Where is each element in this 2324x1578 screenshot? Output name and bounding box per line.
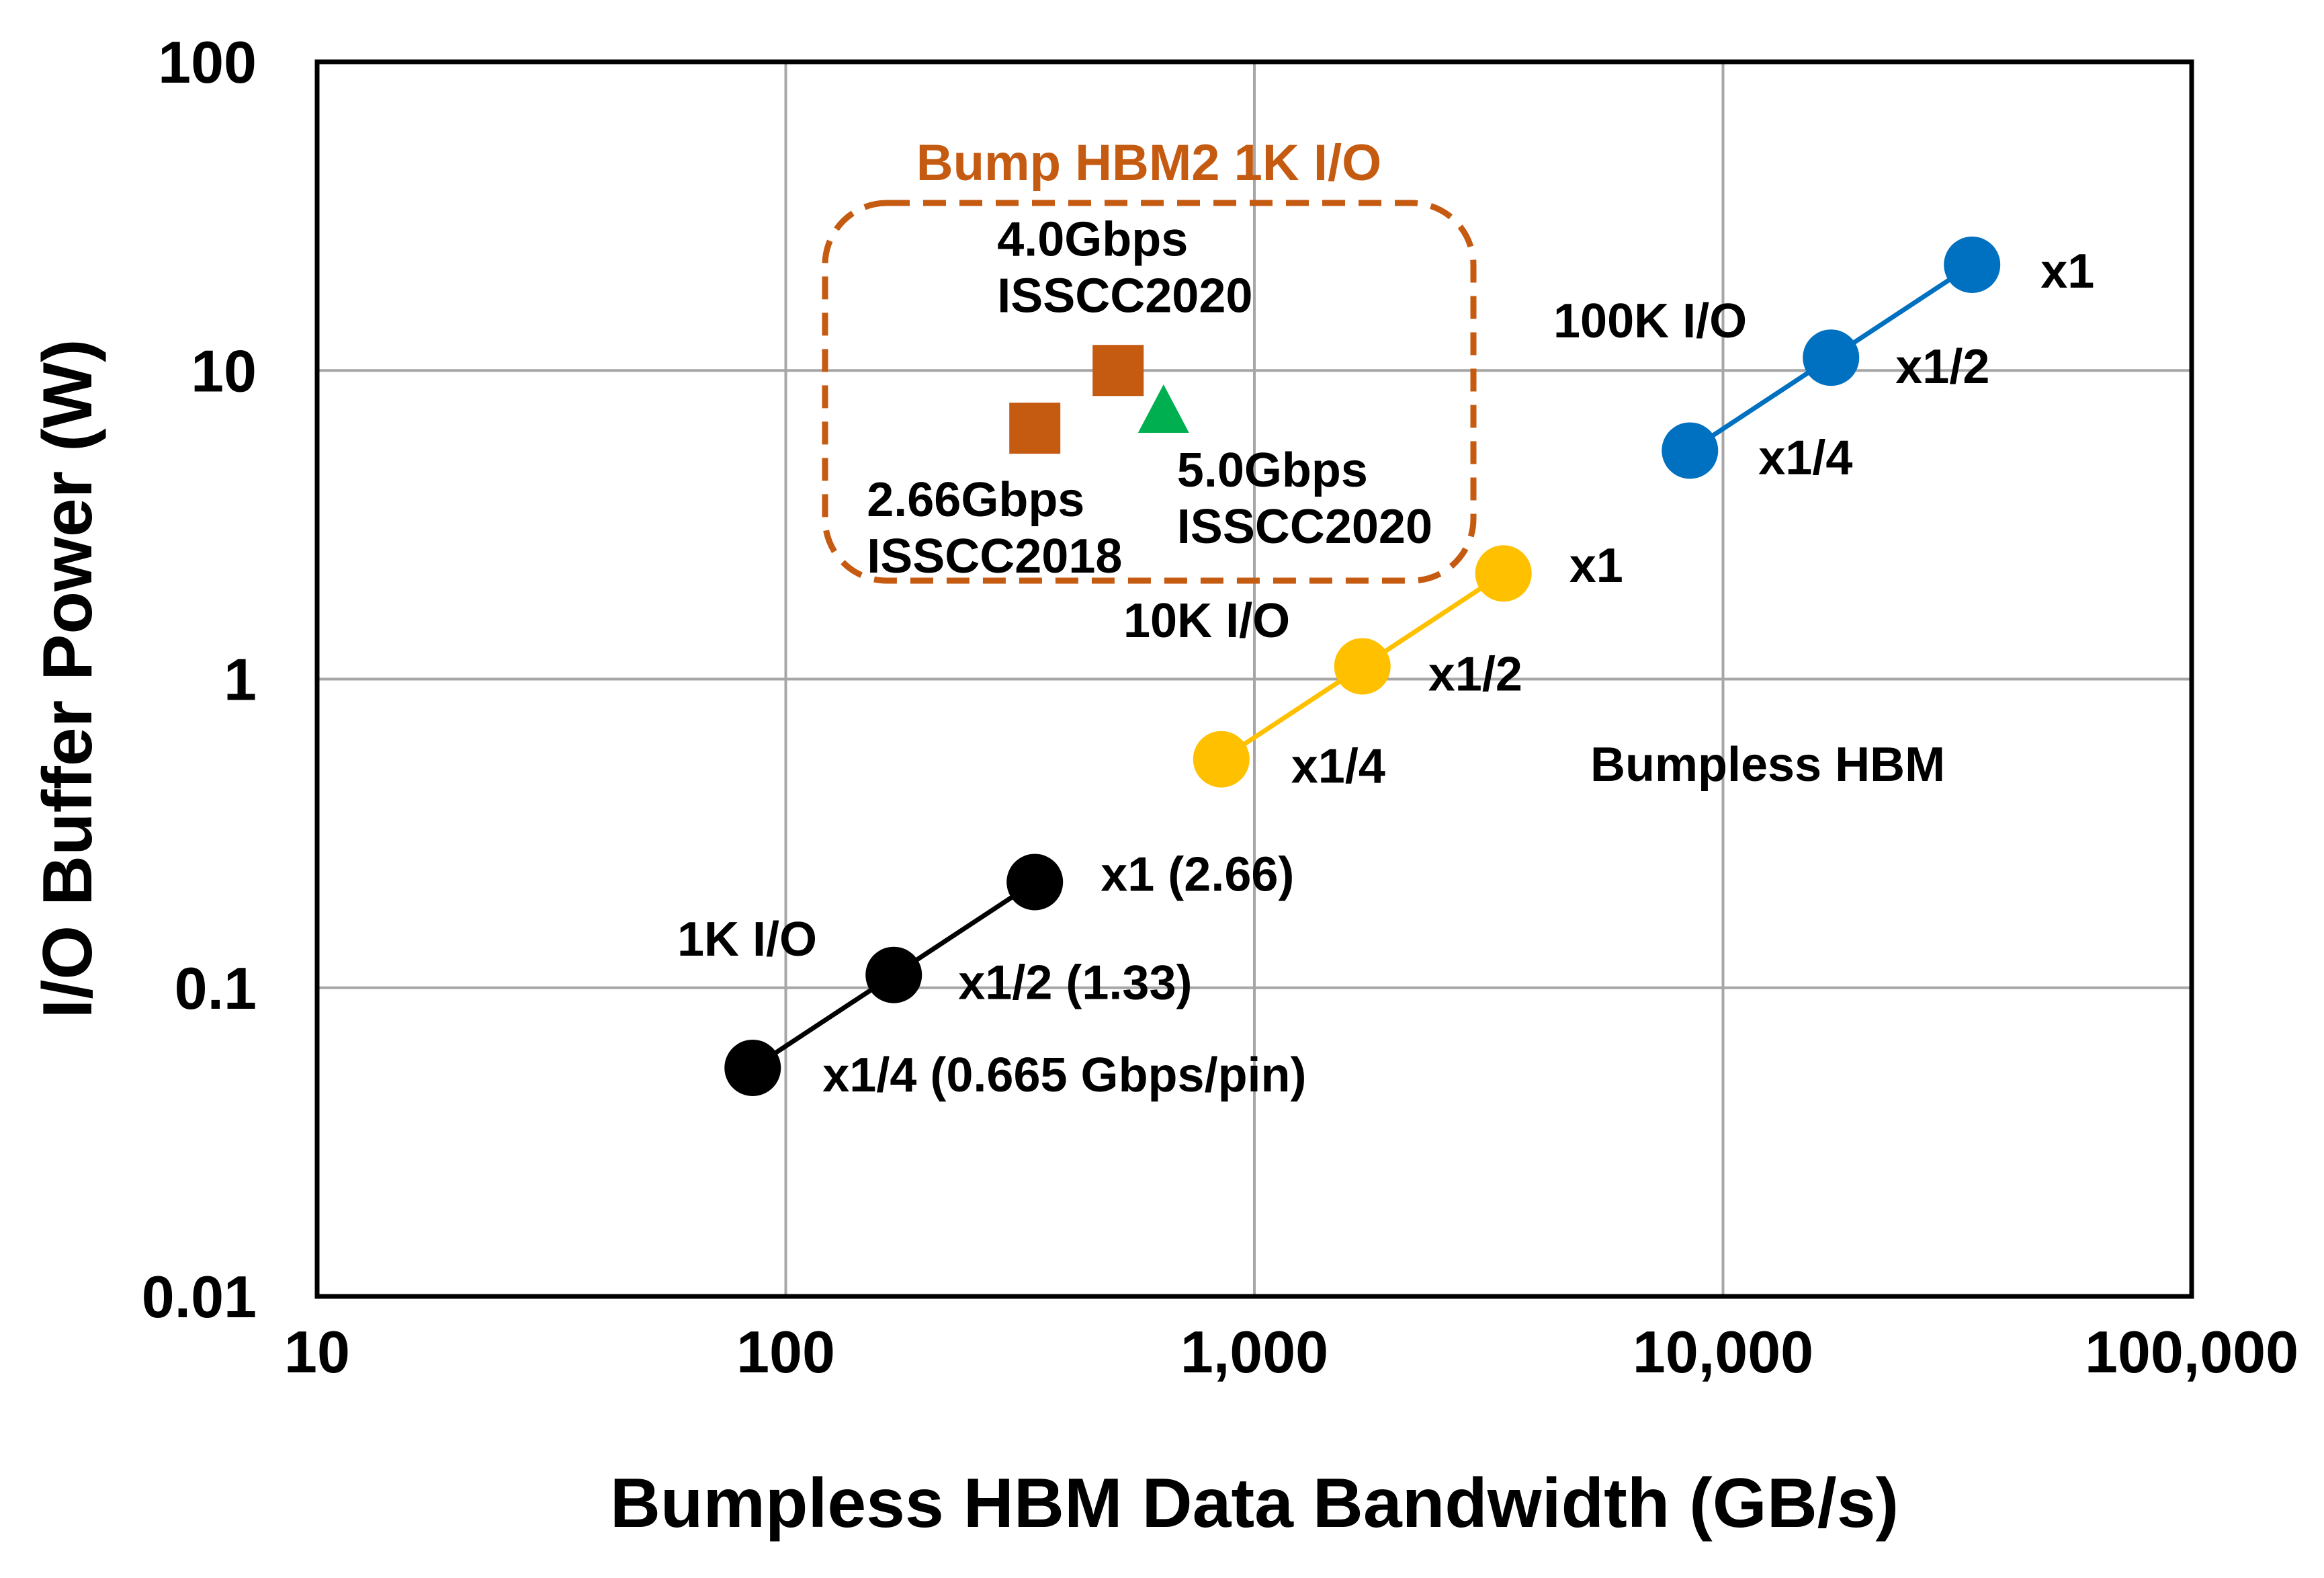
x-tick-label: 100	[736, 1319, 835, 1385]
x-axis-title: Bumpless HBM Data Bandwidth (GB/s)	[610, 1464, 1899, 1542]
series-label-10k: 10K I/O	[1123, 594, 1290, 648]
y-tick-label: 1	[224, 647, 257, 713]
data-point-label: x1	[1569, 539, 1623, 593]
data-point-label: x1/2	[1895, 340, 1989, 394]
plot-area-frame	[314, 59, 2194, 1299]
data-point	[1092, 345, 1144, 397]
series-marks	[724, 236, 2001, 1096]
data-point-label: x1/4	[1758, 431, 1852, 485]
bump-hbm2-box	[822, 200, 1477, 584]
gridlines	[317, 62, 2192, 1296]
point-labels: x1/4 (0.665 Gbps/pin) x1/2 (1.33) x1 (2.66…	[822, 212, 2094, 1102]
y-axis-title: I/O Buffer Power (W)	[29, 339, 107, 1018]
data-point	[1009, 403, 1061, 454]
series-label-100k: 100K I/O	[1553, 294, 1747, 348]
data-point-label: x1 (2.66)	[1101, 847, 1294, 901]
data-point-label: x1	[2040, 245, 2094, 298]
data-point-label: 2.66Gbps	[867, 473, 1084, 527]
data-point-label: x1/2	[1428, 647, 1522, 701]
series-label-1k: 1K I/O	[677, 913, 817, 966]
data-point	[1193, 731, 1250, 788]
x-tick-label: 10,000	[1633, 1319, 1813, 1385]
data-point	[724, 1039, 781, 1096]
data-point	[865, 946, 922, 1003]
data-point	[1662, 422, 1719, 479]
y-tick-label: 0.01	[142, 1263, 257, 1330]
x-tick-label: 100,000	[2085, 1319, 2298, 1385]
data-point-label: x1/4 (0.665 Gbps/pin)	[822, 1048, 1306, 1102]
data-point	[1006, 854, 1064, 911]
data-point	[1475, 545, 1532, 602]
data-point-label: x1/4	[1291, 740, 1385, 794]
data-point-label: ISSCC2020	[997, 269, 1252, 323]
bump-hbm2-box-label: Bump HBM2 1K I/O	[916, 134, 1382, 192]
data-point	[1137, 384, 1189, 433]
data-point-label: ISSCC2018	[867, 530, 1122, 583]
data-point-label: 4.0Gbps	[997, 212, 1188, 266]
y-tick-label: 10	[191, 337, 257, 404]
y-axis-ticks: 0.01 0.1 1 10 100	[142, 29, 257, 1330]
data-point	[1334, 638, 1391, 695]
x-axis-ticks: 10 100 1,000 10,000 100,000	[284, 1319, 2298, 1385]
data-point	[1803, 329, 1860, 386]
x-tick-label: 1,000	[1180, 1319, 1328, 1385]
x-tick-label: 10	[284, 1319, 350, 1385]
data-point	[1944, 236, 2001, 293]
data-point-label: ISSCC2020	[1177, 500, 1432, 554]
data-point-label: x1/2 (1.33)	[958, 956, 1192, 1010]
region-label-bumpless: Bumpless HBM	[1590, 738, 1945, 792]
y-tick-label: 100	[158, 29, 257, 95]
data-point-label: 5.0Gbps	[1177, 444, 1368, 497]
y-tick-label: 0.1	[175, 955, 257, 1022]
